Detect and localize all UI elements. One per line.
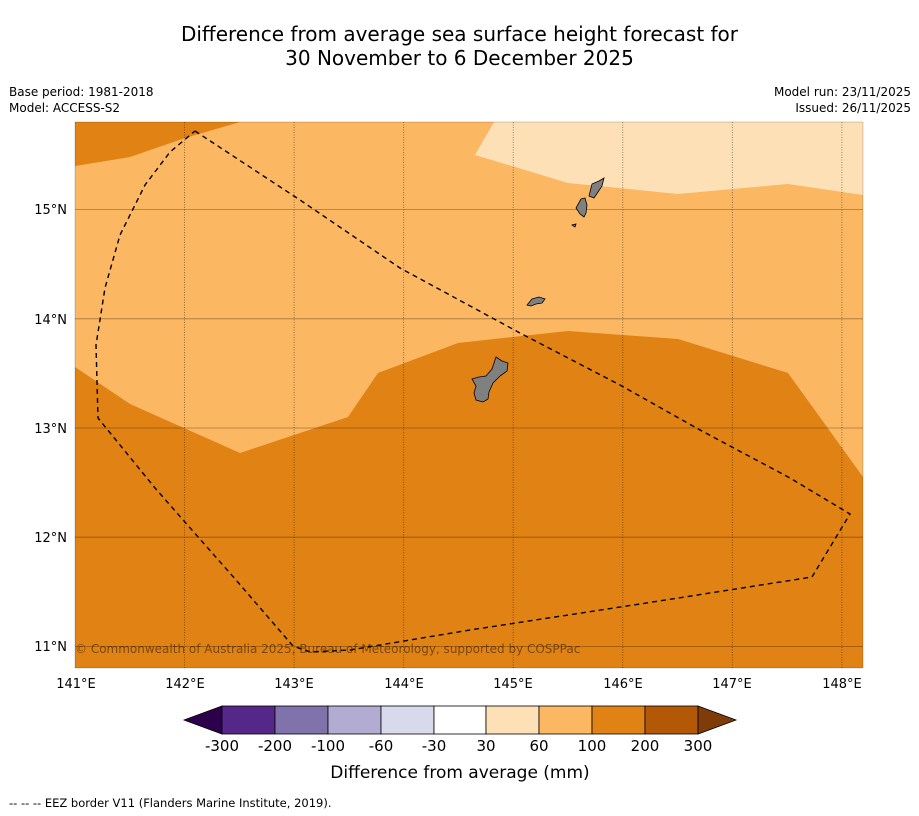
model-run-label: Model run: 23/11/2025	[773, 85, 911, 99]
lat-labels: 11°N 12°N 13°N 14°N 15°N	[34, 203, 67, 655]
lon-label-148: 148°E	[822, 677, 862, 692]
island-aguijan	[571, 223, 577, 228]
colorbar-swatch-3	[327, 705, 382, 735]
colorbar-extend-high	[697, 705, 738, 735]
colorbar-labels: -300 -200 -100 -60 -30 30 60 100 200 300	[205, 737, 712, 755]
parallels	[75, 209, 863, 647]
meta-right: Model run: 23/11/2025 Issued: 26/11/2025	[774, 84, 911, 116]
land	[471, 177, 605, 403]
eez-footnote: -- -- -- EEZ border V11 (Flanders Marine…	[9, 796, 332, 810]
colorbar-label-m100: -100	[311, 737, 345, 755]
island-guam	[471, 356, 509, 403]
copyright-notice: © Commonwealth of Australia 2025, Bureau…	[75, 642, 580, 656]
map-title: Difference from average sea surface heig…	[0, 22, 919, 70]
lon-label-144: 144°E	[384, 677, 424, 692]
band-100-200-south	[75, 331, 863, 668]
colorbar-label-100: 100	[578, 737, 607, 755]
colorbar	[182, 705, 738, 735]
lon-label-147: 147°E	[712, 677, 752, 692]
lon-labels: 141°E 142°E 143°E 144°E 145°E 146°E 147°…	[56, 677, 862, 692]
colorbar-label-m60: -60	[369, 737, 394, 755]
meta-left: Base period: 1981-2018 Model: ACCESS-S2	[9, 84, 154, 116]
colorbar-title: Difference from average (mm)	[330, 763, 589, 783]
lat-label-11: 11°N	[34, 640, 67, 655]
colorbar-swatch-8	[591, 705, 646, 735]
map-frame	[74, 121, 864, 669]
lat-label-12: 12°N	[34, 531, 67, 546]
lat-label-13: 13°N	[34, 422, 67, 437]
colorbar-swatch-7	[538, 705, 593, 735]
colorbar-label-300: 300	[684, 737, 713, 755]
colorbar-swatch-1	[221, 705, 276, 735]
colorbar-swatch-9	[644, 705, 699, 735]
eez-border	[95, 130, 851, 653]
lon-label-146: 146°E	[603, 677, 643, 692]
band-30-60	[475, 122, 863, 195]
colorbar-swatch-5	[433, 705, 487, 735]
island-tinian	[575, 197, 588, 218]
graticule	[184, 122, 843, 668]
base-period-label: Base period: 1981-2018	[9, 85, 154, 99]
title-line-2: 30 November to 6 December 2025	[285, 46, 634, 70]
lon-label-143: 143°E	[274, 677, 314, 692]
lon-label-145: 145°E	[493, 677, 533, 692]
colorbar-label-m200: -200	[258, 737, 292, 755]
colorbar-label-200: 200	[631, 737, 660, 755]
issued-label: Issued: 26/11/2025	[795, 101, 911, 115]
island-rota	[526, 296, 546, 307]
colorbar-label-60: 60	[529, 737, 548, 755]
colorbar-swatch-2	[274, 705, 329, 735]
colorbar-swatch-6	[485, 705, 540, 735]
lon-label-141: 141°E	[56, 677, 96, 692]
lat-label-15: 15°N	[34, 203, 67, 218]
map-panel: © Commonwealth of Australia 2025, Bureau…	[75, 122, 863, 668]
lon-label-142: 142°E	[165, 677, 205, 692]
colorbar-swatch-4	[380, 705, 435, 735]
model-label: Model: ACCESS-S2	[9, 101, 121, 115]
colorbar-label-m30: -30	[422, 737, 447, 755]
title-line-1: Difference from average sea surface heig…	[180, 22, 739, 46]
island-saipan	[588, 177, 605, 199]
lat-label-14: 14°N	[34, 313, 67, 328]
colorbar-label-30: 30	[476, 737, 495, 755]
colorbar-label-m300: -300	[205, 737, 239, 755]
colorbar-extend-low	[182, 705, 223, 735]
